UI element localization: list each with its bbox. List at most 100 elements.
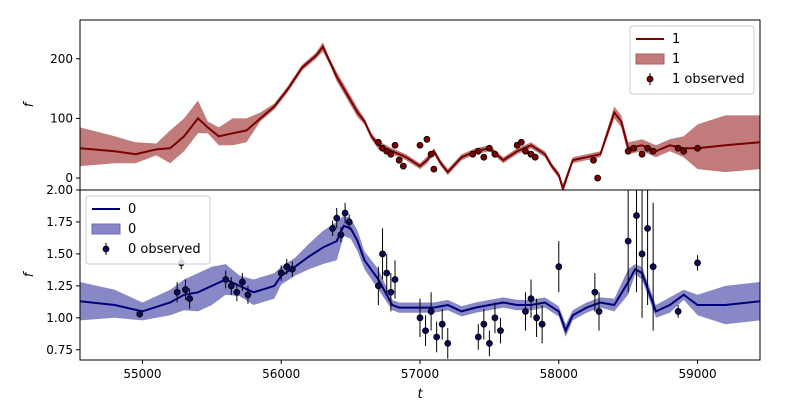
observed-point — [422, 315, 429, 346]
legend-entry: 0 observed — [102, 242, 201, 257]
observed-point — [497, 317, 504, 344]
legend-label: 0 — [128, 202, 136, 217]
observed-point — [474, 147, 482, 155]
legend-band-swatch — [635, 53, 665, 65]
model-line — [80, 44, 760, 190]
observed-point — [491, 302, 499, 334]
observed-point — [222, 270, 230, 289]
observed-point — [374, 266, 382, 306]
y-tick-label: 1.25 — [46, 279, 73, 293]
observed-point — [433, 321, 441, 353]
observed-point — [173, 282, 181, 303]
observed-point — [329, 220, 336, 237]
legend-entry: 0 — [92, 202, 136, 217]
y-tick-label: 1.50 — [46, 247, 73, 261]
observed-point — [527, 279, 535, 318]
observed-point — [633, 190, 640, 293]
observed-point — [624, 147, 632, 155]
legend-entry: 0 — [91, 222, 136, 237]
observed-point — [630, 144, 638, 152]
observed-point — [387, 273, 395, 312]
observed-point — [227, 276, 235, 295]
observed-point — [644, 144, 651, 152]
observed-point — [485, 330, 493, 357]
y-tick-label: 100 — [50, 111, 73, 125]
legend: 1 1 1 observed — [629, 25, 755, 95]
observed-point — [283, 259, 291, 275]
observed-point — [416, 298, 424, 337]
observed-point — [474, 324, 482, 350]
y-tick-label: 1.00 — [46, 311, 73, 325]
observed-point — [595, 292, 603, 331]
observed-point — [469, 150, 477, 158]
observed-point — [644, 190, 651, 306]
observed-point — [649, 202, 657, 331]
observed-point — [374, 138, 382, 146]
legend-band-swatch — [91, 223, 121, 235]
observed-point — [391, 260, 399, 299]
observed-point — [186, 288, 194, 309]
observed-point — [674, 305, 682, 318]
observed-point — [480, 153, 488, 161]
observed-point — [427, 292, 435, 331]
legend-label: 0 — [128, 222, 136, 237]
y-axis-label: f — [22, 100, 37, 107]
observed-point — [182, 279, 189, 300]
observed-point — [533, 298, 540, 337]
observed-point — [438, 308, 446, 340]
legend-frame — [85, 195, 211, 265]
observed-point — [244, 285, 252, 304]
observed-point — [337, 227, 345, 243]
observed-point — [624, 190, 632, 293]
x-tick-label: 55000 — [123, 367, 161, 381]
legend: 0 0 0 observed — [85, 195, 211, 265]
legend-label: 1 — [672, 32, 680, 47]
observed-point — [341, 202, 349, 224]
observed-point — [674, 144, 682, 152]
observed-point — [288, 261, 296, 277]
observed-point — [480, 308, 488, 340]
y-axis-label: f — [22, 270, 37, 277]
observed-point — [638, 190, 646, 318]
observed-point — [395, 156, 403, 164]
x-tick-label: 58000 — [540, 367, 578, 381]
observed-point — [522, 147, 529, 155]
observed-point — [333, 207, 341, 229]
observed-point — [430, 165, 438, 173]
y-tick-label: 0.75 — [46, 343, 73, 357]
observed-point — [416, 141, 424, 149]
observed-point — [423, 135, 431, 143]
legend-label: 1 — [672, 52, 680, 67]
observed-point — [522, 292, 529, 331]
observed-point — [387, 150, 395, 158]
observed-point — [345, 214, 353, 230]
observed-point — [379, 228, 386, 280]
observed-point — [399, 162, 407, 170]
plot-area — [80, 42, 760, 190]
y-tick-label: 200 — [50, 52, 73, 66]
observed-point — [694, 255, 701, 271]
observed-point — [136, 310, 144, 318]
y-tick-label: 2.00 — [46, 183, 73, 197]
x-tick-label: 57000 — [401, 367, 439, 381]
legend-label: 0 observed — [128, 242, 201, 257]
legend-entry: 1 observed — [646, 72, 745, 87]
observed-point — [638, 150, 646, 158]
observed-point — [538, 305, 546, 344]
legend-entry: 1 — [636, 32, 680, 47]
y-tick-label: 0 — [65, 171, 73, 185]
observed-point — [555, 241, 563, 293]
x-tick-label: 59000 — [678, 367, 716, 381]
observed-point — [491, 150, 499, 158]
observed-point — [694, 144, 701, 152]
legend-point-swatch — [102, 245, 110, 253]
x-axis-label: t — [417, 387, 423, 400]
observed-point — [383, 253, 391, 293]
observed-point — [233, 283, 241, 302]
observed-point — [277, 265, 285, 281]
legend-frame — [629, 25, 755, 95]
observed-point — [517, 138, 525, 146]
observed-point — [391, 141, 399, 149]
observed-point — [594, 174, 602, 182]
